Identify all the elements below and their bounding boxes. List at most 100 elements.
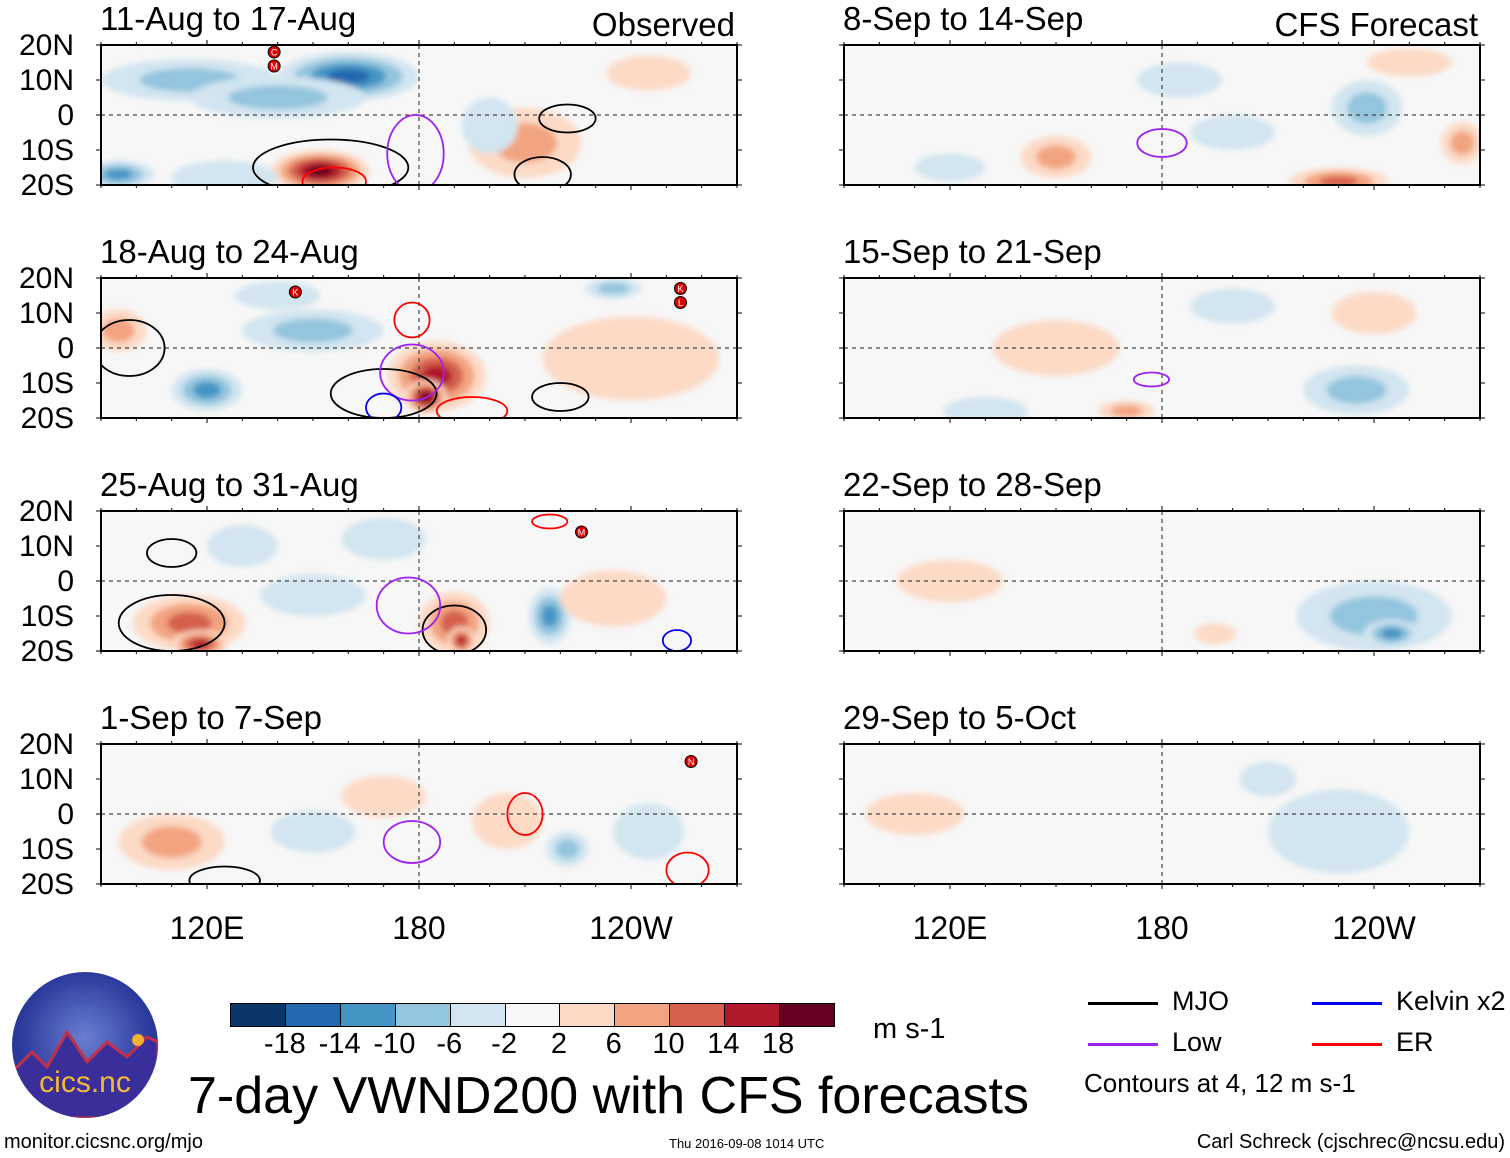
anomaly-shading [191,639,209,649]
lat-tick-label: 10N [18,763,74,796]
lat-tick-label: 10N [18,530,74,563]
anomaly-shading [1326,376,1387,404]
contour-low [375,576,442,635]
anomaly-shading [260,574,366,616]
anomaly-shading [1190,288,1276,324]
contour-mjo [146,538,198,568]
colorbar-tick-label: -18 [263,1028,306,1060]
tropical-cyclone-icon: C [267,45,281,59]
anomaly-shading [273,318,353,343]
anomaly-shading [341,775,427,818]
colorbar-swatch [394,1004,450,1026]
contour-mjo [117,594,226,651]
lat-tick-label: 20S [20,868,74,901]
colorbar-tick-label: 10 [652,1028,685,1060]
anomaly-shading [167,611,212,635]
anomaly-shading [1268,789,1410,874]
contour-kelvin-x2 [365,392,403,418]
contour-er [531,513,569,530]
lat-tick-label: 20N [18,495,74,528]
map-panel [839,40,1485,190]
colorbar-tick-label: 14 [707,1028,740,1060]
lon-tick-label: 120E [912,910,988,946]
lon-tick-label: 120E [169,910,245,946]
anomaly-shading [1137,62,1223,98]
colorbar-swatch [231,1004,285,1026]
contour-kelvin-x2 [661,629,692,651]
contour-low [1132,371,1170,388]
colorbar-tick-label: 18 [762,1028,795,1060]
anomaly-shading [171,160,278,185]
footer-timestamp: Thu 2016-09-08 1014 UTC [669,1136,825,1151]
colorbar-swatch [614,1004,670,1026]
anomaly-shading [1239,761,1297,797]
colorbar-tick-label: 2 [550,1028,567,1060]
contour-mjo [252,138,410,185]
footer-url[interactable]: monitor.cicsnc.org/mjo [4,1131,203,1153]
map-panel [839,739,1485,889]
contour-er [393,301,431,339]
anomaly-shading [326,69,370,84]
anomaly-shading [1036,145,1076,169]
contour-mjo [513,156,572,185]
panel-title: 8-Sep to 14-Sep [843,0,1084,37]
contour-low [379,343,445,402]
contour-er [435,396,509,418]
panel-title: 25-Aug to 31-Aug [100,466,359,503]
contour-mjo [101,319,166,377]
legend-label: Low [1172,1027,1222,1057]
map-panel: CM [96,40,742,190]
legend-line [1088,1002,1158,1005]
svg-text:K: K [677,284,683,294]
lat-tick-label: 0 [57,99,74,132]
lat-tick-label: 20N [18,29,74,62]
lat-tick-label: 0 [57,565,74,598]
anomaly-shading [865,793,965,835]
anomaly-shading [914,153,986,182]
lat-tick-label: 20N [18,728,74,761]
panel-title: 15-Sep to 21-Sep [843,233,1102,270]
lat-tick-label: 20S [20,169,74,202]
map-panel [839,273,1485,423]
anomaly-shading [992,320,1120,376]
footer-author: Carl Schreck (cjschrec@ncsu.edu) [1196,1131,1505,1153]
contour-low [1136,128,1188,158]
anomaly-shading [1346,92,1387,124]
svg-text:N: N [688,757,695,767]
panel-tag: CFS Forecast [1274,6,1478,43]
logo-text: cics.nc [39,1066,131,1099]
panel-title: 11-Aug to 17-Aug [100,0,357,37]
anomaly-shading [1366,48,1452,77]
colorbar-tick-label: -2 [491,1028,517,1060]
anomaly-shading [1450,131,1475,155]
colorbar-tick-label: -10 [373,1028,416,1060]
contour-mjo [329,368,438,418]
lat-tick-label: 0 [57,798,74,831]
contour-er [506,792,544,836]
colorbar-swatch [669,1004,725,1026]
tropical-cyclone-icon: M [267,59,281,73]
cics-logo: cics.nc [12,972,158,1118]
anomaly-shading [1110,405,1143,417]
anomaly-shading [457,636,466,645]
anomaly-shading [1193,623,1237,644]
anomaly-shading [341,518,427,560]
anomaly-shading [193,381,221,399]
anomaly-shading [461,97,518,154]
svg-text:M: M [578,528,586,538]
lat-tick-label: 10S [20,600,74,633]
colorbar-swatch [504,1004,560,1026]
anomaly-shading [1380,627,1403,640]
map-panel: K KL [96,273,742,423]
colorbar-swatch [284,1004,340,1026]
anomaly-shading [606,55,692,91]
panel-title: 1-Sep to 7-Sep [100,699,322,736]
anomaly-shading [141,826,202,858]
lon-tick-label: 180 [1135,910,1189,946]
anomaly-shading [227,85,328,110]
svg-text:C: C [271,48,278,58]
tropical-cyclone-icon: K [673,282,687,295]
anomaly-shading [270,810,356,853]
colorbar-swatch [559,1004,615,1026]
lat-tick-label: 0 [57,332,74,365]
